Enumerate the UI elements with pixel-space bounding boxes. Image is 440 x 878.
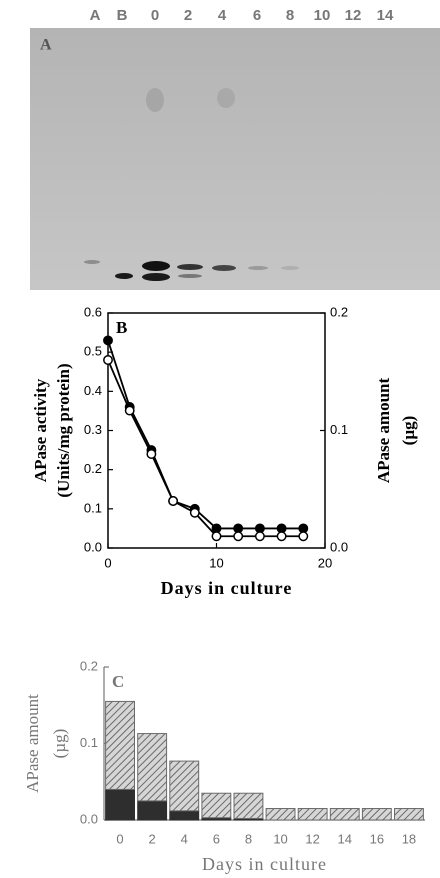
y2-tick-label: 0.0 [330,539,348,554]
lane-label: A [90,7,101,24]
bar-segment [170,761,199,811]
x-tick-label: 4 [181,831,188,846]
gel-image: A [30,28,440,290]
data-point [147,450,155,458]
gel-band [84,260,100,264]
bar-segment [234,793,263,818]
gel-smear [146,88,164,112]
lane-label: 2 [184,7,192,24]
y-tick-label: 0.2 [80,658,98,673]
y-tick-label: 0.6 [84,304,102,319]
lane-label: 12 [345,7,362,24]
y-axis-label: (µg) [50,729,69,759]
data-point [277,532,285,540]
gel-band [178,274,202,278]
data-point [191,509,199,517]
bar-segment [202,793,231,817]
x-tick-label: 8 [245,831,252,846]
panel-label: A [40,37,52,54]
y-tick-label: 0.0 [80,811,98,826]
x-tick-label: 18 [402,831,416,846]
bar-segment [298,809,327,820]
lane-label: B [117,7,128,24]
x-tick-label: 2 [149,831,156,846]
y-tick-label: 0.0 [84,539,102,554]
y-axis-label: (Units/mg protein) [54,363,73,497]
gel-smear [217,88,235,108]
bar-segment [106,789,135,820]
x-tick-label: 0 [104,555,111,570]
gel-band [177,264,203,270]
gel-band [248,266,268,270]
x-tick-label: 0 [116,831,123,846]
series-line [108,360,303,536]
x-tick-label: 6 [213,831,220,846]
data-point [299,532,307,540]
data-point [104,336,112,344]
figure: A AB024681012140.00.10.20.30.40.50.60.00… [0,0,440,878]
y-axis-label: APase amount [23,694,42,793]
bar-segment [362,809,391,820]
y2-tick-label: 0.2 [330,304,348,319]
series-line [108,340,303,528]
gel-band [212,265,236,271]
gel-band [142,261,170,271]
bar-segment [138,801,167,820]
lane-label: 6 [253,7,261,24]
y2-tick-label: 0.1 [330,422,348,437]
y2-axis-label: APase amount [374,378,393,484]
data-point [169,497,177,505]
gel-band [281,266,299,270]
y-tick-label: 0.4 [84,383,102,398]
bar-segment [266,809,295,820]
bar-segment [330,809,359,820]
x-tick-label: 14 [338,831,352,846]
panel-label: C [112,672,124,691]
lane-label: 0 [151,7,159,24]
lane-label: 4 [218,7,227,24]
x-tick-label: 20 [318,555,332,570]
bar-segment [395,809,424,820]
y-tick-label: 0.5 [84,344,102,359]
lane-label: 10 [314,7,331,24]
lane-label: 8 [286,7,294,24]
x-tick-label: 10 [273,831,287,846]
y-tick-label: 0.1 [84,500,102,515]
y-tick-label: 0.1 [80,735,98,750]
x-tick-label: 16 [370,831,384,846]
y-axis-label: APase activity [31,378,50,482]
data-point [212,532,220,540]
panel-label: B [116,318,127,337]
bar-segment [106,701,135,789]
gel-background [30,28,440,290]
bar-segment [170,811,199,820]
x-tick-label: 10 [209,555,223,570]
data-point [104,356,112,364]
y-tick-label: 0.3 [84,422,102,437]
bar-segment [138,734,167,801]
gel-band [115,273,133,279]
x-tick-label: 12 [305,831,319,846]
data-point [256,532,264,540]
lane-label: 14 [377,7,394,24]
x-axis-label: Days in culture [202,854,327,874]
data-point [126,406,134,414]
y-tick-label: 0.2 [84,461,102,476]
gel-band [142,273,170,281]
data-point [234,532,242,540]
x-axis-label: Days in culture [161,578,293,598]
y2-axis-label: (µg) [399,416,418,446]
